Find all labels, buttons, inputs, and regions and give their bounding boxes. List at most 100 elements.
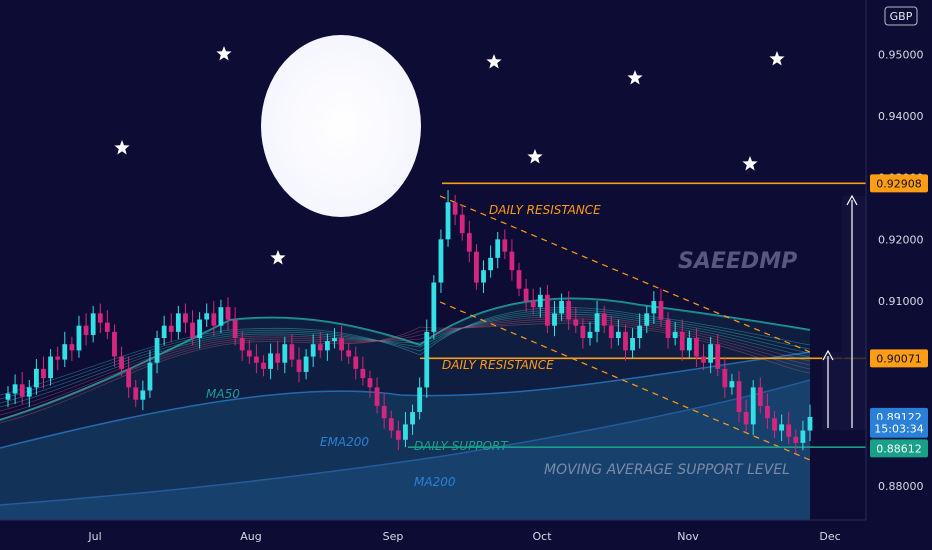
candle-body [410,412,415,425]
candle-body [246,350,252,357]
candle-body [594,313,600,332]
price-tick-label: 0.88000 [878,480,924,493]
price-label-box [870,174,928,193]
candle-body [218,307,224,326]
candle-body [296,359,302,372]
time-tick-label: Sep [383,530,404,543]
candle-body [403,424,408,440]
candle-body [502,239,508,252]
annotation-ma200: MA200 [414,475,456,489]
star-icon [527,149,543,164]
candle-body [807,416,813,431]
candle-body [495,239,501,258]
candle-body [445,202,451,240]
candle-body [147,362,153,391]
measure-arrows [822,194,866,430]
time-axis[interactable]: Jul Aug Sep Oct Nov Dec [0,519,866,543]
candle-body [48,356,53,379]
candle-body [104,322,110,332]
star-icon [486,54,502,69]
candle-body [750,387,756,425]
candle-body [651,301,657,314]
candle-body [424,331,430,388]
candle-body [601,313,607,326]
ma50-area [0,298,810,520]
candle-body [41,368,46,379]
candle-body [261,362,266,369]
candle-body [211,313,217,326]
candle-body [452,202,458,215]
candle-body [623,331,628,351]
annotation-ma50: MA50 [206,387,240,401]
candle-body [55,356,61,360]
price-label-text: 0.88612 [876,442,922,455]
candle-body [275,353,281,363]
candle-body [580,325,586,339]
time-tick-label: Oct [532,530,552,543]
price-label-text: 0.90071 [876,352,922,365]
candle-body [516,270,522,289]
candle-body [175,313,181,332]
candle-body [83,325,89,335]
measure-box-lower [822,352,844,430]
price-label-box [870,439,928,458]
candle-body [112,331,117,357]
candle-body [168,325,174,332]
time-tick-label: Nov [677,530,699,543]
price-label-text: 0.92908 [876,177,922,190]
candle-body [339,338,344,351]
descending-channel [439,195,811,461]
candle-body [765,405,770,419]
candle-body [587,331,593,339]
ribbon-line [0,309,811,400]
candle-body [757,387,763,406]
channel-upper-line [439,195,811,353]
candle-body [395,430,401,440]
annotation-daily-resistance-lower: DAILY RESISTANCE [442,358,554,372]
candle-body [694,338,699,357]
ribbon-line [0,307,811,396]
candle-body [197,319,203,339]
candle-body [346,350,352,357]
candle-body [779,424,785,431]
price-axis[interactable]: 0.880000.890000.900000.910000.920000.930… [865,0,932,550]
candle-body [76,325,82,351]
candle-body [481,270,486,283]
candle-body [466,233,472,252]
candle-body [183,313,188,323]
candle-body [367,378,373,388]
candle-body [12,384,18,394]
price-axis-background [866,0,932,550]
candle-body [530,301,536,308]
candle-body [388,418,394,431]
candle-body [474,251,479,283]
level-lines [408,182,866,449]
price-tick-label: 0.92000 [878,233,924,246]
candle-body [793,436,799,443]
candle-body [644,313,650,326]
candle-body [772,418,777,431]
price-label-text: 15:03:34 [874,423,923,436]
candle-body [374,387,380,406]
candle-body [90,313,96,335]
candle-body [190,322,195,339]
candle-body [417,387,423,413]
candle-body [161,325,167,339]
candle-body [459,214,465,234]
currency-badge[interactable] [884,6,918,26]
candle-body [630,338,635,351]
candle-body [566,301,572,320]
candle-body [133,387,139,400]
candle-body [715,344,721,369]
candle-body [701,356,706,363]
candle-body [225,307,231,320]
price-label-box [870,419,928,438]
ema200-line [0,351,811,449]
time-tick-label: Dec [819,530,840,543]
annotation-ema200: EMA200 [320,435,369,449]
star-icon [769,51,785,66]
ma200-line [0,379,811,506]
annotation-daily-resistance-upper: DAILY RESISTANCE [489,203,601,217]
